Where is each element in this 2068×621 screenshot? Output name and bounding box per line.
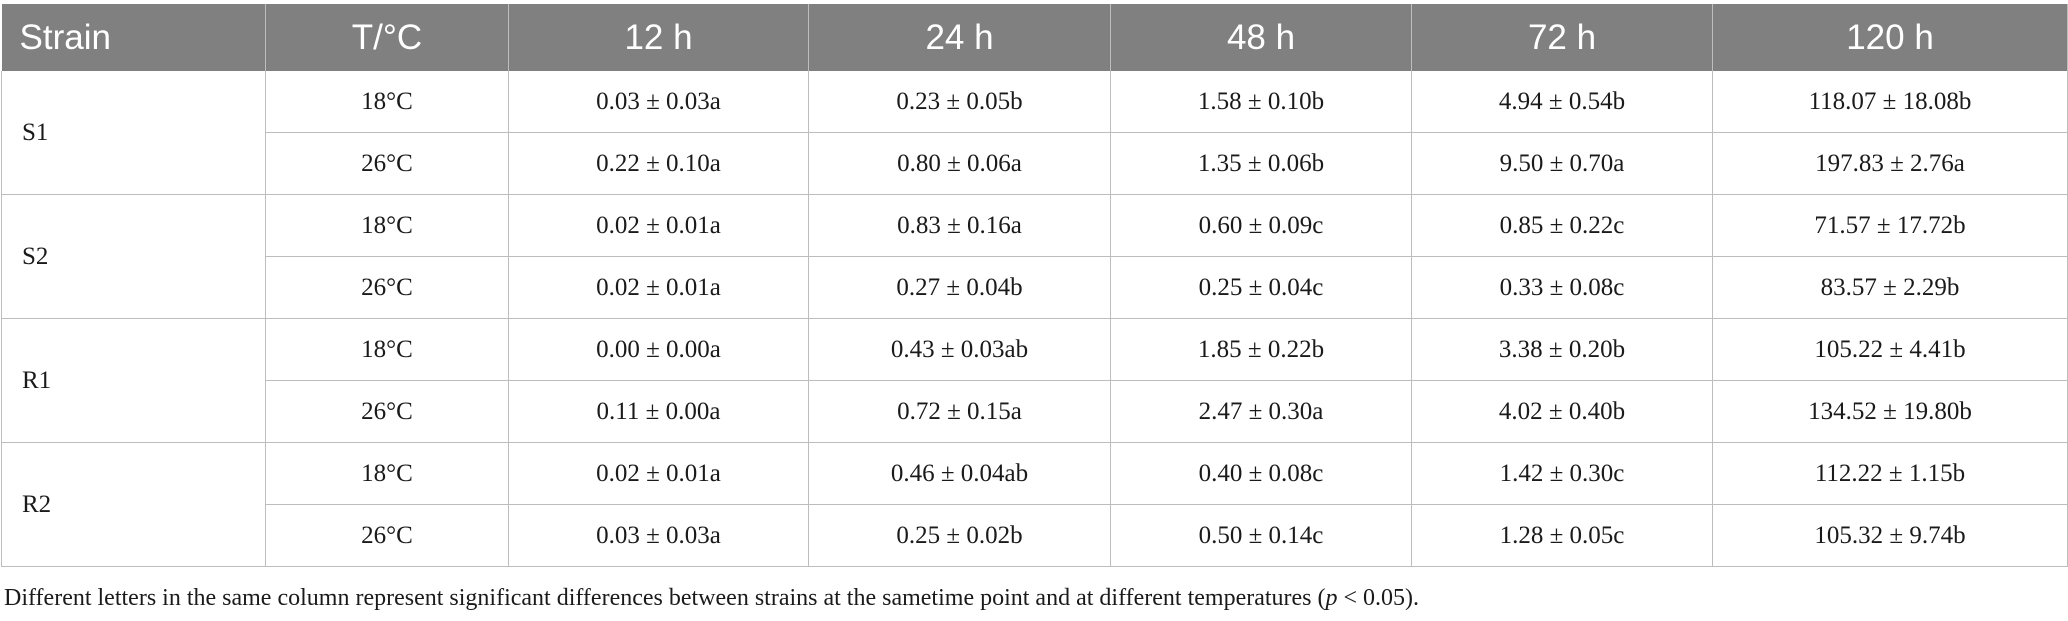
temp-cell: 26°C <box>265 380 509 443</box>
value-cell: 134.52 ± 19.80b <box>1712 380 2068 443</box>
strain-cell: R2 <box>1 442 266 567</box>
table-row: 26°C 0.02 ± 0.01a 0.27 ± 0.04b 0.25 ± 0.… <box>2 256 2068 319</box>
data-table: Strain T/°C 12 h 24 h 48 h 72 h 120 h S1… <box>1 4 2068 567</box>
value-cell: 4.02 ± 0.40b <box>1411 380 1713 443</box>
value-cell: 0.85 ± 0.22c <box>1411 194 1713 257</box>
value-cell: 105.32 ± 9.74b <box>1712 504 2068 567</box>
header-72h: 72 h <box>1411 4 1713 71</box>
value-cell: 0.33 ± 0.08c <box>1411 256 1713 319</box>
value-cell: 0.03 ± 0.03a <box>508 71 809 133</box>
strain-cell: S2 <box>1 194 266 319</box>
temp-cell: 26°C <box>265 256 509 319</box>
value-cell: 0.23 ± 0.05b <box>808 71 1111 133</box>
header-row: Strain T/°C 12 h 24 h 48 h 72 h 120 h <box>1 4 2068 71</box>
value-cell: 0.43 ± 0.03ab <box>808 318 1111 381</box>
header-120h: 120 h <box>1712 4 2068 71</box>
value-cell: 0.72 ± 0.15a <box>808 380 1111 443</box>
value-cell: 0.02 ± 0.01a <box>508 256 809 319</box>
value-cell: 0.27 ± 0.04b <box>808 256 1111 319</box>
temp-cell: 18°C <box>265 318 509 381</box>
value-cell: 0.46 ± 0.04ab <box>808 442 1111 505</box>
value-cell: 105.22 ± 4.41b <box>1712 318 2068 381</box>
table-row: 26°C 0.22 ± 0.10a 0.80 ± 0.06a 1.35 ± 0.… <box>2 132 2068 195</box>
value-cell: 83.57 ± 2.29b <box>1712 256 2068 319</box>
value-cell: 0.80 ± 0.06a <box>808 132 1111 195</box>
value-cell: 0.25 ± 0.02b <box>808 504 1111 567</box>
value-cell: 2.47 ± 0.30a <box>1110 380 1412 443</box>
value-cell: 0.50 ± 0.14c <box>1110 504 1412 567</box>
value-cell: 1.58 ± 0.10b <box>1110 71 1412 133</box>
header-temperature: T/°C <box>265 4 509 71</box>
value-cell: 1.42 ± 0.30c <box>1411 442 1713 505</box>
value-cell: 0.22 ± 0.10a <box>508 132 809 195</box>
strain-cell: R1 <box>1 318 266 443</box>
value-cell: 197.83 ± 2.76a <box>1712 132 2068 195</box>
value-cell: 0.60 ± 0.09c <box>1110 194 1412 257</box>
value-cell: 71.57 ± 17.72b <box>1712 194 2068 257</box>
temp-cell: 26°C <box>265 132 509 195</box>
footnote-text: Different letters in the same column rep… <box>4 585 1326 611</box>
table-container: Strain T/°C 12 h 24 h 48 h 72 h 120 h S1… <box>0 4 2068 567</box>
temp-cell: 18°C <box>265 194 509 257</box>
table-row: 26°C 0.03 ± 0.03a 0.25 ± 0.02b 0.50 ± 0.… <box>2 504 2068 567</box>
header-12h: 12 h <box>508 4 809 71</box>
strain-cell: S1 <box>1 71 266 195</box>
value-cell: 118.07 ± 18.08b <box>1712 71 2068 133</box>
value-cell: 0.83 ± 0.16a <box>808 194 1111 257</box>
value-cell: 0.25 ± 0.04c <box>1110 256 1412 319</box>
value-cell: 3.38 ± 0.20b <box>1411 318 1713 381</box>
table-row: S1 18°C 0.03 ± 0.03a 0.23 ± 0.05b 1.58 ±… <box>1 71 2068 195</box>
value-cell: 4.94 ± 0.54b <box>1411 71 1713 133</box>
table-row: R2 18°C 0.02 ± 0.01a 0.46 ± 0.04ab 0.40 … <box>1 442 2068 567</box>
footnote-text-end: < 0.05). <box>1337 585 1420 611</box>
temp-cell: 26°C <box>265 504 509 567</box>
value-cell: 0.02 ± 0.01a <box>508 442 809 505</box>
header-strain: Strain <box>1 4 266 71</box>
value-cell: 0.03 ± 0.03a <box>508 504 809 567</box>
footnote-p-symbol: p <box>1325 585 1338 611</box>
value-cell: 1.28 ± 0.05c <box>1411 504 1713 567</box>
value-cell: 9.50 ± 0.70a <box>1411 132 1713 195</box>
table-row: 26°C 0.11 ± 0.00a 0.72 ± 0.15a 2.47 ± 0.… <box>2 380 2068 443</box>
value-cell: 1.35 ± 0.06b <box>1110 132 1412 195</box>
value-cell: 0.02 ± 0.01a <box>508 194 809 257</box>
table-row: R1 18°C 0.00 ± 0.00a 0.43 ± 0.03ab 1.85 … <box>1 318 2068 443</box>
header-48h: 48 h <box>1110 4 1412 71</box>
value-cell: 0.00 ± 0.00a <box>508 318 809 381</box>
table-footnote: Different letters in the same column rep… <box>4 585 1419 612</box>
value-cell: 0.11 ± 0.00a <box>508 380 809 443</box>
temp-cell: 18°C <box>265 71 509 133</box>
table-row: S2 18°C 0.02 ± 0.01a 0.83 ± 0.16a 0.60 ±… <box>1 194 2068 319</box>
value-cell: 112.22 ± 1.15b <box>1712 442 2068 505</box>
value-cell: 0.40 ± 0.08c <box>1110 442 1412 505</box>
header-24h: 24 h <box>808 4 1111 71</box>
temp-cell: 18°C <box>265 442 509 505</box>
value-cell: 1.85 ± 0.22b <box>1110 318 1412 381</box>
